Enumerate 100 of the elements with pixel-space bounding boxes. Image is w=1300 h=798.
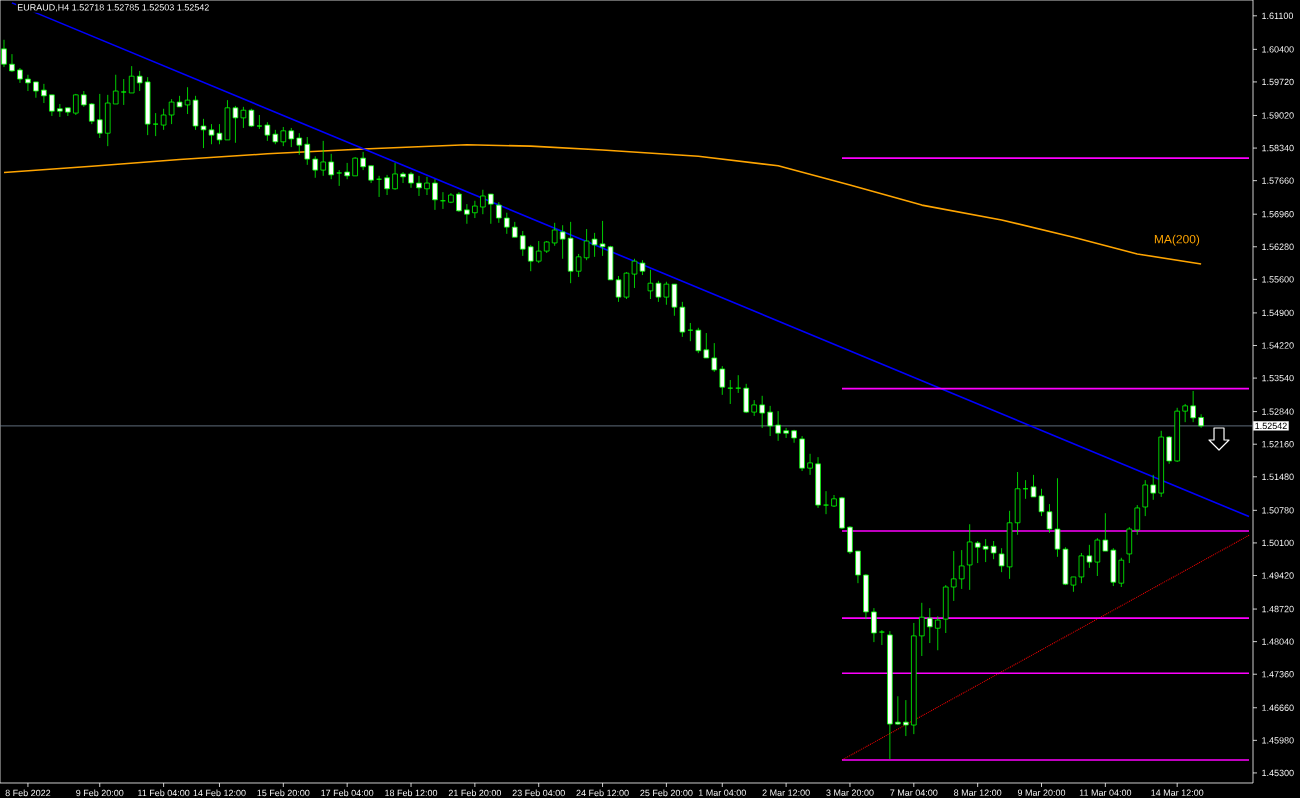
y-tick-label: 1.50100 — [1262, 539, 1294, 547]
y-tick-label: 1.58340 — [1262, 144, 1294, 152]
chart-title: EURAUD,H4 1.52718 1.52785 1.52503 1.52542 — [17, 4, 209, 12]
candlestick — [352, 156, 358, 177]
candlestick — [575, 253, 582, 278]
candlestick — [256, 114, 263, 130]
candlestick — [264, 121, 271, 142]
candlestick — [424, 176, 430, 196]
candlestick — [879, 629, 885, 646]
y-tick-label: 1.54220 — [1262, 342, 1294, 349]
candlestick — [503, 212, 510, 235]
candlestick — [152, 112, 159, 137]
candlestick — [551, 222, 558, 247]
candlestick — [456, 191, 462, 213]
y-tick-label: 1.48720 — [1262, 605, 1294, 613]
candlestick — [855, 550, 861, 584]
x-tick-label: 14 Feb 12:00 — [193, 789, 246, 797]
candlestick — [519, 230, 526, 257]
candlestick — [982, 538, 989, 563]
candlestick — [416, 175, 422, 197]
candlestick — [464, 203, 470, 225]
candlestick — [320, 140, 327, 177]
candlestick — [1134, 504, 1141, 536]
candlestick — [1150, 474, 1157, 501]
x-tick-label: 8 Mar 12:00 — [954, 789, 1002, 796]
candlestick — [647, 269, 654, 300]
candlestick — [727, 379, 734, 405]
candlestick — [312, 155, 319, 179]
candlestick — [25, 74, 31, 92]
y-tick-label: 1.57660 — [1262, 177, 1294, 184]
candlestick — [559, 224, 566, 260]
y-tick-label: 1.56280 — [1262, 243, 1294, 250]
x-tick-label: 9 Feb 20:00 — [76, 789, 124, 797]
y-tick-label: 1.48040 — [1262, 638, 1294, 645]
candlestick — [527, 244, 534, 272]
candlestick — [41, 83, 47, 104]
series-label: MA(200) — [1154, 234, 1200, 246]
candlestick — [998, 547, 1005, 573]
y-tick-label: 1.61100 — [1262, 12, 1294, 19]
x-tick-label: 7 Mar 04:00 — [890, 789, 938, 796]
candlestick — [934, 615, 941, 651]
y-tick-label: 1.45300 — [1262, 769, 1294, 777]
x-tick-label: 8 Feb 2022 — [5, 789, 51, 797]
y-tick-label: 1.51480 — [1262, 473, 1294, 480]
candlestick — [759, 395, 765, 429]
candlestick — [336, 169, 342, 187]
y-tick-label: 1.60400 — [1262, 46, 1294, 53]
candlestick — [496, 201, 502, 224]
candlestick — [695, 327, 702, 354]
candlestick — [990, 540, 997, 560]
x-tick-label: 11 Feb 04:00 — [138, 789, 190, 797]
candlestick — [112, 74, 119, 105]
candlestick — [1086, 544, 1093, 569]
candlestick — [160, 108, 167, 131]
candlestick — [432, 178, 438, 211]
candlestick — [958, 549, 965, 590]
candlestick — [950, 550, 957, 602]
candlestick — [472, 200, 478, 219]
candlestick — [1182, 403, 1188, 423]
candlestick — [288, 127, 295, 148]
candlestick — [1078, 552, 1085, 584]
y-tick-label: 1.45980 — [1262, 737, 1294, 744]
candlestick — [711, 342, 718, 373]
y-tick-label: 1.59720 — [1262, 78, 1294, 86]
candlestick — [895, 695, 901, 726]
x-tick-label: 18 Feb 12:00 — [385, 789, 438, 797]
candlestick — [328, 153, 334, 180]
y-tick-label: 1.50780 — [1262, 507, 1294, 514]
candlestick — [248, 108, 255, 128]
candlestick — [919, 602, 925, 657]
y-tick-label: 1.55600 — [1262, 276, 1294, 283]
y-tick-label: 1.46660 — [1262, 704, 1294, 711]
candlestick — [903, 699, 909, 737]
candlestick — [703, 332, 710, 359]
candlestick — [1142, 479, 1149, 517]
x-tick-label: 25 Feb 20:00 — [640, 789, 693, 797]
candlestick — [767, 405, 773, 437]
candlestick — [1166, 435, 1172, 465]
candlestick — [304, 136, 311, 166]
x-tick-label: 9 Mar 20:00 — [1017, 789, 1066, 796]
candlestick — [33, 81, 39, 99]
x-tick-label: 21 Feb 20:00 — [448, 789, 502, 797]
y-tick-label: 1.59020 — [1262, 112, 1294, 119]
candlestick — [136, 70, 143, 92]
x-tick-label: 15 Feb 20:00 — [257, 789, 310, 797]
candlestick — [488, 193, 494, 225]
candlestick — [671, 283, 678, 317]
candlestick — [128, 65, 135, 94]
candlestick — [296, 132, 303, 156]
candlestick — [966, 523, 973, 591]
candlestick — [871, 607, 877, 643]
candlestick — [280, 126, 287, 147]
candlestick — [663, 281, 670, 306]
y-tick-label: 1.52840 — [1262, 408, 1294, 415]
x-tick-label: 3 Mar 20:00 — [826, 789, 874, 796]
candlestick — [88, 102, 95, 125]
candlestick — [719, 365, 726, 396]
candlestick — [591, 232, 598, 258]
candlestick — [1118, 557, 1125, 588]
y-tick-label: 1.54900 — [1262, 309, 1294, 317]
